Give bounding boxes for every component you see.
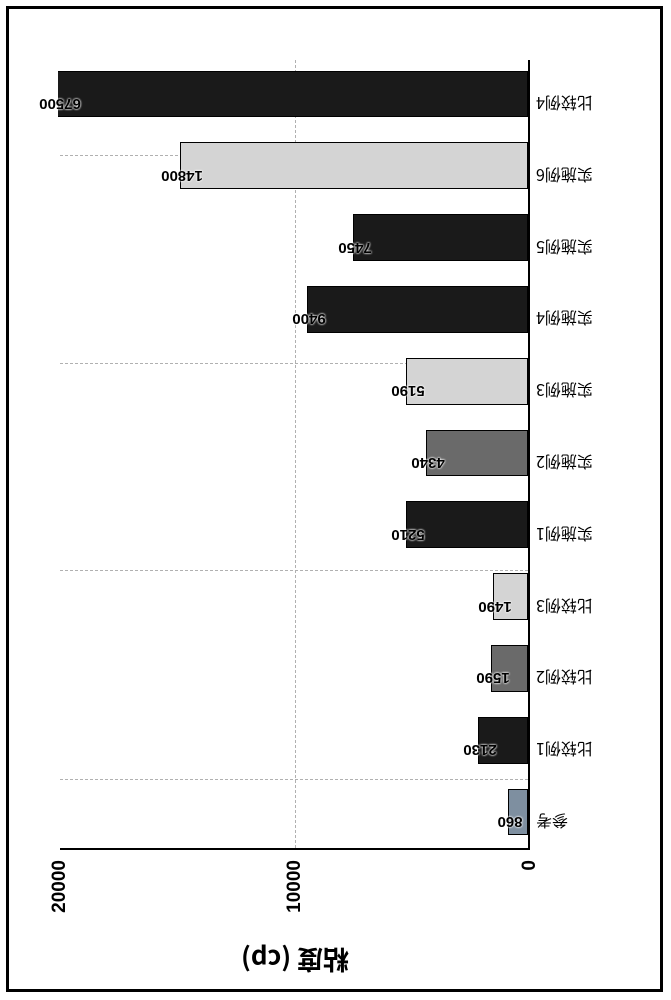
root: 粘度 (cp) 0 10000 20000 860 参考 2130 比较例1 1590 比较例2… xyxy=(0,0,671,1000)
grid-v xyxy=(60,779,528,780)
bar xyxy=(58,71,528,118)
bar xyxy=(180,142,528,189)
plot-area xyxy=(60,60,530,850)
category-label: 比较例4 xyxy=(536,96,593,112)
category-label: 实施例2 xyxy=(536,455,593,471)
bar-value-label: 5190 xyxy=(391,383,424,398)
y-axis-title: 粘度 (cp) xyxy=(195,947,395,973)
category-label: 实施例3 xyxy=(536,383,593,399)
bar-value-label: 9400 xyxy=(292,311,325,326)
bar-value-label: 5210 xyxy=(391,527,424,542)
grid-v xyxy=(60,571,528,572)
viscosity-bar-chart: 粘度 (cp) 0 10000 20000 860 参考 2130 比较例1 1590 比较例2… xyxy=(30,30,641,970)
category-label: 实施例6 xyxy=(536,168,593,184)
bar-value-label: 4340 xyxy=(411,455,444,470)
bar-value-label: 14800 xyxy=(161,168,203,183)
bar-value-label: 67500 xyxy=(39,96,81,111)
rotated-stage: 粘度 (cp) 0 10000 20000 860 参考 2130 比较例1 1590 比较例2… xyxy=(0,0,671,1000)
category-label: 参考 xyxy=(536,814,568,830)
y-tick-label: 0 xyxy=(520,860,539,940)
category-label: 实施例5 xyxy=(536,240,593,256)
bar-value-label: 860 xyxy=(497,814,522,829)
category-label: 实施例1 xyxy=(536,527,593,543)
y-tick-label: 20000 xyxy=(50,860,69,940)
bar-value-label: 1590 xyxy=(476,670,509,685)
y-tick-label: 10000 xyxy=(285,860,304,940)
bar-value-label: 1490 xyxy=(478,599,511,614)
bar xyxy=(353,214,528,261)
category-label: 比较例3 xyxy=(536,599,593,615)
bar xyxy=(307,286,528,333)
bar-value-label: 2130 xyxy=(463,742,496,757)
bar-value-label: 7450 xyxy=(338,240,371,255)
category-label: 实施例4 xyxy=(536,311,593,327)
category-label: 比较例2 xyxy=(536,670,593,686)
category-label: 比较例1 xyxy=(536,742,593,758)
